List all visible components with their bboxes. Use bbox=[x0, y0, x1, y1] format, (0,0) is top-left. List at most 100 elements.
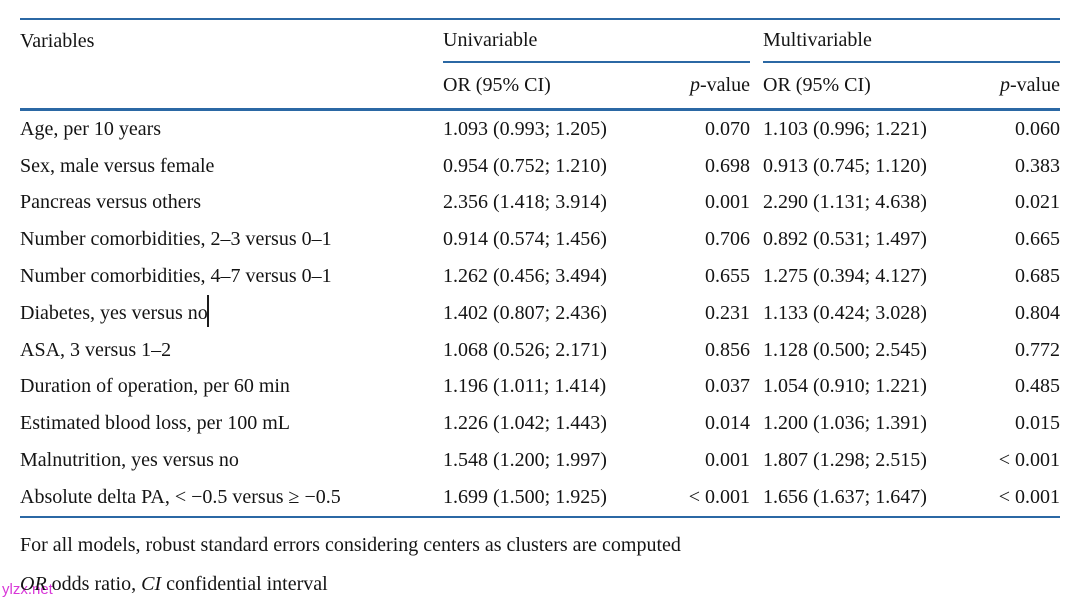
univariable-or-ci: 1.226 (1.042; 1.443) bbox=[443, 412, 607, 435]
univariable-p-value: 0.001 bbox=[705, 191, 750, 214]
table-row: Estimated blood loss, per 100 mL 1.226 (… bbox=[20, 405, 1060, 442]
p-suffix: -value bbox=[1010, 74, 1060, 96]
column-gutter bbox=[750, 221, 763, 258]
column-header-multi-p: p-value bbox=[960, 74, 1060, 97]
variable-label: Duration of operation, per 60 min bbox=[20, 375, 290, 398]
column-gutter bbox=[750, 20, 763, 63]
column-header-multi-or: OR (95% CI) bbox=[763, 74, 871, 96]
univariable-or-ci: 1.262 (0.456; 3.494) bbox=[443, 265, 607, 288]
univariable-p-value: 0.001 bbox=[705, 449, 750, 472]
regression-results-table: Variables Univariable Multivariable OR (… bbox=[20, 18, 1060, 518]
multivariable-or-ci: 1.200 (1.036; 1.391) bbox=[763, 412, 927, 435]
univariable-or-ci: 2.356 (1.418; 3.914) bbox=[443, 191, 607, 214]
univariable-or-ci: 1.093 (0.993; 1.205) bbox=[443, 117, 607, 140]
univariable-p-value: 0.706 bbox=[705, 228, 750, 251]
column-gutter bbox=[750, 369, 763, 406]
column-gutter bbox=[750, 295, 763, 332]
multivariable-or-ci: 0.892 (0.531; 1.497) bbox=[763, 228, 927, 251]
multivariable-p-value: 0.383 bbox=[1015, 154, 1060, 177]
watermark: ylzx.net bbox=[2, 581, 53, 598]
column-header-uni-or: OR (95% CI) bbox=[443, 74, 551, 96]
table-row: Duration of operation, per 60 min 1.196 … bbox=[20, 369, 1060, 406]
column-gutter bbox=[750, 405, 763, 442]
column-header-variables: Variables bbox=[20, 30, 95, 52]
multivariable-p-value: < 0.001 bbox=[998, 485, 1060, 508]
univariable-p-value: 0.698 bbox=[705, 154, 750, 177]
column-group-univariable: Univariable bbox=[443, 20, 750, 63]
text-cursor-artifact bbox=[207, 295, 209, 327]
univariable-p-value: 0.037 bbox=[705, 375, 750, 398]
table-row: Number comorbidities, 4–7 versus 0–1 1.2… bbox=[20, 258, 1060, 295]
table-body: Age, per 10 years 1.093 (0.993; 1.205) 0… bbox=[20, 111, 1060, 516]
multivariable-p-value: 0.485 bbox=[1015, 375, 1060, 398]
table-row: Sex, male versus female 0.954 (0.752; 1.… bbox=[20, 148, 1060, 185]
variable-label: Number comorbidities, 2–3 versus 0–1 bbox=[20, 228, 332, 251]
variable-label: Estimated blood loss, per 100 mL bbox=[20, 412, 290, 435]
column-gutter bbox=[750, 332, 763, 369]
column-group-multivariable: Multivariable bbox=[763, 20, 1060, 63]
multivariable-p-value: 0.772 bbox=[1015, 338, 1060, 361]
table-row: Pancreas versus others 2.356 (1.418; 3.9… bbox=[20, 185, 1060, 222]
multivariable-or-ci: 1.128 (0.500; 2.545) bbox=[763, 338, 927, 361]
p-italic: p bbox=[1000, 74, 1011, 96]
univariable-or-ci: 1.548 (1.200; 1.997) bbox=[443, 449, 607, 472]
column-header-uni-p: p-value bbox=[660, 74, 750, 97]
variable-label: Number comorbidities, 4–7 versus 0–1 bbox=[20, 265, 332, 288]
multivariable-p-value: 0.060 bbox=[1015, 117, 1060, 140]
table-header-row-measures: OR (95% CI) p-value OR (95% CI) p-value bbox=[20, 63, 1060, 108]
univariable-or-ci: 1.068 (0.526; 2.171) bbox=[443, 338, 607, 361]
column-gutter bbox=[750, 63, 763, 108]
univariable-or-ci: 1.402 (0.807; 2.436) bbox=[443, 301, 607, 324]
table-row: ASA, 3 versus 1–2 1.068 (0.526; 2.171) 0… bbox=[20, 332, 1060, 369]
multivariable-or-ci: 1.275 (0.394; 4.127) bbox=[763, 265, 927, 288]
table-row: Age, per 10 years 1.093 (0.993; 1.205) 0… bbox=[20, 111, 1060, 148]
univariable-p-value: 0.231 bbox=[705, 301, 750, 324]
variable-label: Age, per 10 years bbox=[20, 117, 162, 140]
abbrev-ci-text: confidential interval bbox=[161, 573, 328, 595]
column-gutter bbox=[750, 148, 763, 185]
univariable-or-ci: 1.196 (1.011; 1.414) bbox=[443, 375, 607, 398]
univariable-p-value: 0.070 bbox=[705, 117, 750, 140]
multivariable-or-ci: 2.290 (1.131; 4.638) bbox=[763, 191, 927, 214]
multivariable-p-value: 0.685 bbox=[1015, 265, 1060, 288]
footnote-abbreviations: OR odds ratio, CI confidential interval bbox=[20, 573, 328, 596]
footnote-models: For all models, robust standard errors c… bbox=[20, 534, 681, 556]
univariable-or-ci: 1.699 (1.500; 1.925) bbox=[443, 485, 607, 508]
table-row: Malnutrition, yes versus no 1.548 (1.200… bbox=[20, 442, 1060, 479]
multivariable-p-value: 0.665 bbox=[1015, 228, 1060, 251]
univariable-p-value: 0.014 bbox=[705, 412, 750, 435]
univariable-p-value: 0.856 bbox=[705, 338, 750, 361]
abbrev-ci: CI bbox=[141, 573, 162, 595]
variable-label: ASA, 3 versus 1–2 bbox=[20, 338, 172, 361]
multivariable-or-ci: 1.656 (1.637; 1.647) bbox=[763, 485, 927, 508]
multivariable-p-value: 0.021 bbox=[1015, 191, 1060, 214]
univariable-or-ci: 0.914 (0.574; 1.456) bbox=[443, 228, 607, 251]
p-suffix: -value bbox=[700, 74, 750, 96]
univariable-p-value: 0.655 bbox=[705, 265, 750, 288]
multivariable-or-ci: 1.103 (0.996; 1.221) bbox=[763, 117, 927, 140]
column-gutter bbox=[750, 479, 763, 516]
variable-label: Pancreas versus others bbox=[20, 191, 202, 214]
abbrev-or-text: odds ratio, bbox=[46, 573, 142, 595]
multivariable-or-ci: 1.054 (0.910; 1.221) bbox=[763, 375, 927, 398]
p-italic: p bbox=[690, 74, 701, 96]
abbrev-or: OR bbox=[20, 573, 47, 595]
column-gutter bbox=[750, 258, 763, 295]
column-gutter bbox=[750, 185, 763, 222]
multivariable-or-ci: 1.133 (0.424; 3.028) bbox=[763, 301, 927, 324]
univariable-p-value: < 0.001 bbox=[688, 485, 750, 508]
multivariable-or-ci: 1.807 (1.298; 2.515) bbox=[763, 449, 927, 472]
multivariable-p-value: < 0.001 bbox=[998, 449, 1060, 472]
variable-label: Absolute delta PA, < −0.5 versus ≥ −0.5 bbox=[20, 485, 341, 508]
univariable-or-ci: 0.954 (0.752; 1.210) bbox=[443, 154, 607, 177]
table-header-row-groups: Variables Univariable Multivariable bbox=[20, 20, 1060, 63]
table-row: Diabetes, yes versus no 1.402 (0.807; 2.… bbox=[20, 295, 1060, 332]
multivariable-or-ci: 0.913 (0.745; 1.120) bbox=[763, 154, 927, 177]
table-row: Absolute delta PA, < −0.5 versus ≥ −0.5 … bbox=[20, 479, 1060, 516]
column-gutter bbox=[750, 111, 763, 148]
multivariable-p-value: 0.015 bbox=[1015, 412, 1060, 435]
column-gutter bbox=[750, 442, 763, 479]
table-header: Variables Univariable Multivariable OR (… bbox=[20, 20, 1060, 111]
variable-label: Diabetes, yes versus no bbox=[20, 301, 208, 324]
